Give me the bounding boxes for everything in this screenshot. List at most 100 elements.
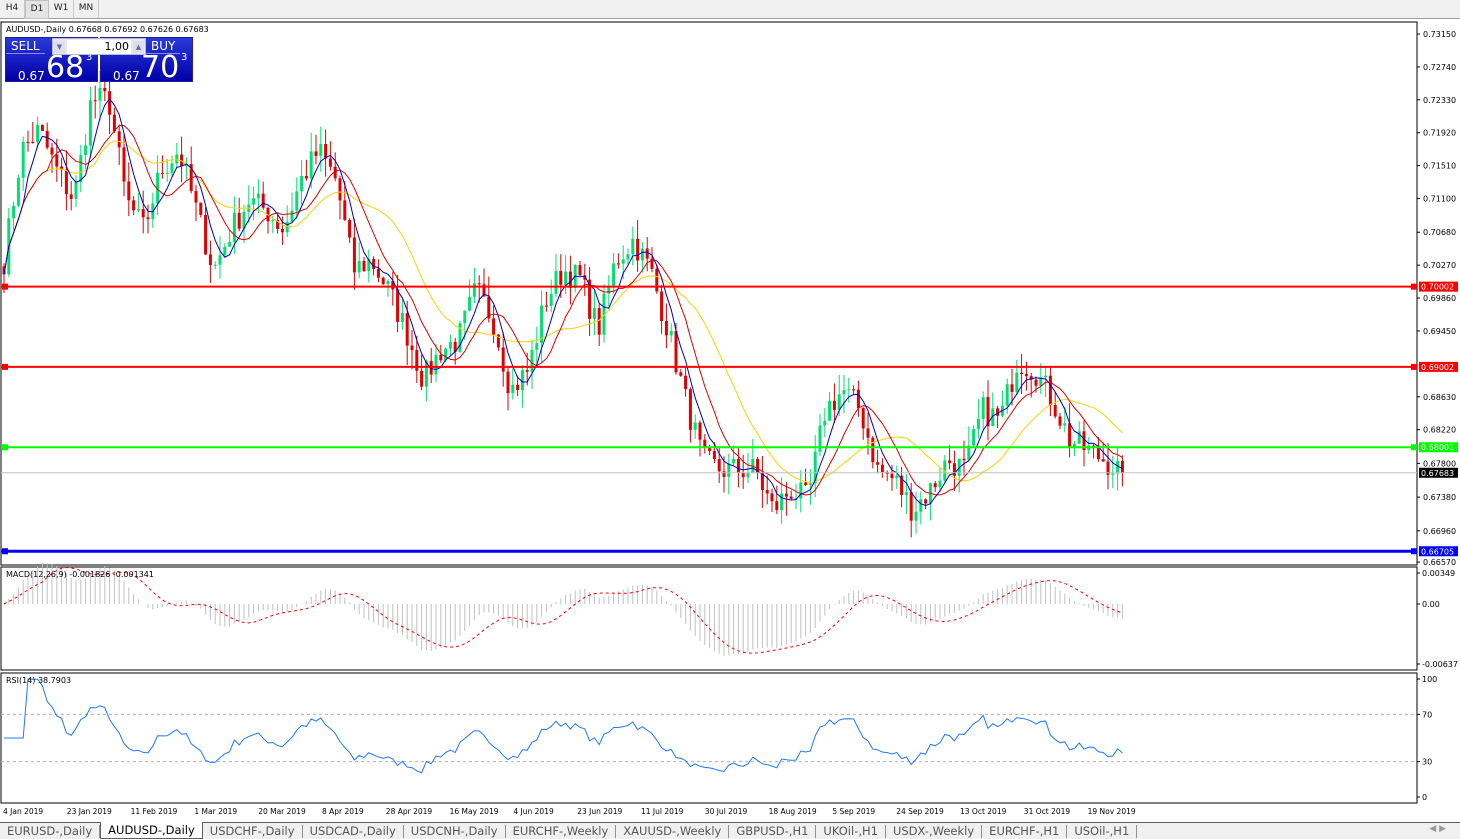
candle-body: [1120, 460, 1124, 473]
candle: [1058, 413, 1062, 430]
sell-label: SELL: [6, 39, 45, 54]
date-tick-label: 23 Jun 2019: [577, 807, 623, 816]
macd-histogram: [8, 562, 1123, 656]
increase-lot-icon[interactable]: ▲: [133, 41, 144, 53]
timeframe-d1[interactable]: D1: [25, 0, 49, 19]
candle-body: [108, 91, 112, 115]
chart-tab[interactable]: EURUSD-,Daily: [0, 825, 101, 838]
candle: [938, 467, 942, 492]
chart-tab[interactable]: XAUUSD-,Weekly: [616, 825, 730, 838]
candle-body: [26, 141, 30, 143]
chart-tab[interactable]: EURCHF-,Weekly: [506, 825, 617, 838]
candle-body: [904, 492, 908, 495]
candle: [492, 305, 496, 344]
lot-size-stepper[interactable]: ▼ 1,00 ▲: [52, 38, 146, 55]
candle: [645, 236, 649, 272]
candle: [952, 450, 956, 491]
chart-tab[interactable]: USDCAD-,Daily: [303, 825, 404, 838]
candle: [760, 455, 764, 509]
candle-body: [146, 217, 150, 219]
candle: [1087, 436, 1091, 455]
candle-body: [890, 473, 894, 479]
candle-body: [972, 429, 976, 446]
candle: [376, 259, 380, 283]
candle: [727, 453, 731, 495]
candle-body: [74, 182, 78, 199]
candle: [314, 134, 318, 165]
ma-slow-line: [3, 140, 1123, 484]
candle: [885, 470, 889, 482]
chart-tab[interactable]: USDX-,Weekly: [886, 825, 983, 838]
candle: [770, 488, 774, 512]
chart-tab[interactable]: EURCHF-,H1: [982, 825, 1068, 838]
lot-size-input[interactable]: 1,00: [67, 40, 131, 54]
candle-body: [319, 143, 323, 156]
candle: [1111, 455, 1115, 489]
candle-body: [732, 459, 736, 464]
candle-body: [252, 198, 256, 205]
candle-body: [568, 271, 572, 288]
candle: [468, 279, 472, 312]
candle-body: [468, 296, 472, 311]
candle: [765, 475, 769, 505]
candle: [1015, 359, 1019, 396]
candle-body: [943, 460, 947, 481]
candle: [45, 122, 49, 150]
timeframe-w1[interactable]: W1: [49, 0, 74, 19]
candle-body: [516, 384, 520, 391]
candle-body: [31, 141, 35, 143]
price-axis-label: 0.66570: [1423, 558, 1456, 567]
ma-mid-line: [3, 125, 1123, 496]
chart-tab[interactable]: USDCHF-,Daily: [203, 825, 303, 838]
candle-body: [141, 209, 145, 218]
candle: [991, 392, 995, 427]
price-axis-label: 0.73150: [1423, 30, 1456, 39]
candle-body: [823, 420, 827, 426]
candle-body: [50, 147, 54, 155]
candle: [429, 347, 433, 384]
timeframe-h4[interactable]: H4: [0, 0, 25, 19]
candle-body: [415, 350, 419, 371]
candle: [592, 290, 596, 336]
chart-tab[interactable]: GBPUSD-,H1: [729, 825, 817, 838]
candle: [736, 446, 740, 488]
chart-tab[interactable]: AUDUSD-,Daily: [100, 822, 203, 839]
chart-tab[interactable]: USOil-,H1: [1067, 825, 1138, 838]
chart-tab[interactable]: UKOil-,H1: [816, 825, 886, 838]
candle-body: [290, 210, 294, 222]
date-tick-label: 30 Jul 2019: [704, 807, 748, 816]
candle-body: [194, 191, 198, 203]
candle-body: [1096, 445, 1100, 460]
candle-body: [525, 370, 529, 372]
candle: [108, 71, 112, 135]
price-axis-label: 0.71920: [1423, 129, 1456, 138]
sell-button[interactable]: SELL 0.67 68 3: [5, 37, 98, 84]
candle: [237, 197, 241, 232]
candle-body: [160, 172, 164, 174]
candle-body: [453, 341, 457, 352]
candle: [746, 453, 750, 484]
candle-body: [640, 248, 644, 261]
chart-tab[interactable]: USDCNH-,Daily: [404, 825, 506, 838]
candle: [1096, 436, 1100, 462]
tab-scroll-arrows[interactable]: ◀ ▶: [1429, 824, 1446, 834]
candle-body: [900, 475, 904, 495]
candle-body: [856, 389, 860, 409]
price-axis-label: 0.69860: [1423, 294, 1456, 303]
candle-body: [1020, 372, 1024, 375]
candle-body: [636, 238, 640, 261]
chart-canvas[interactable]: 0.700020.690020.680010.667050.676830.731…: [0, 19, 1460, 822]
candle-body: [765, 489, 769, 494]
decrease-lot-icon[interactable]: ▼: [54, 41, 65, 53]
candle-body: [962, 458, 966, 461]
candle: [127, 162, 131, 217]
candle-body: [775, 501, 779, 511]
candle-body: [981, 397, 985, 419]
candle: [775, 485, 779, 514]
candle-body: [112, 114, 116, 132]
candle-body: [645, 248, 649, 259]
candle-body: [348, 219, 352, 238]
price-axis-label: 0.67800: [1423, 459, 1456, 468]
candle: [967, 426, 971, 462]
timeframe-mn[interactable]: MN: [74, 0, 99, 19]
